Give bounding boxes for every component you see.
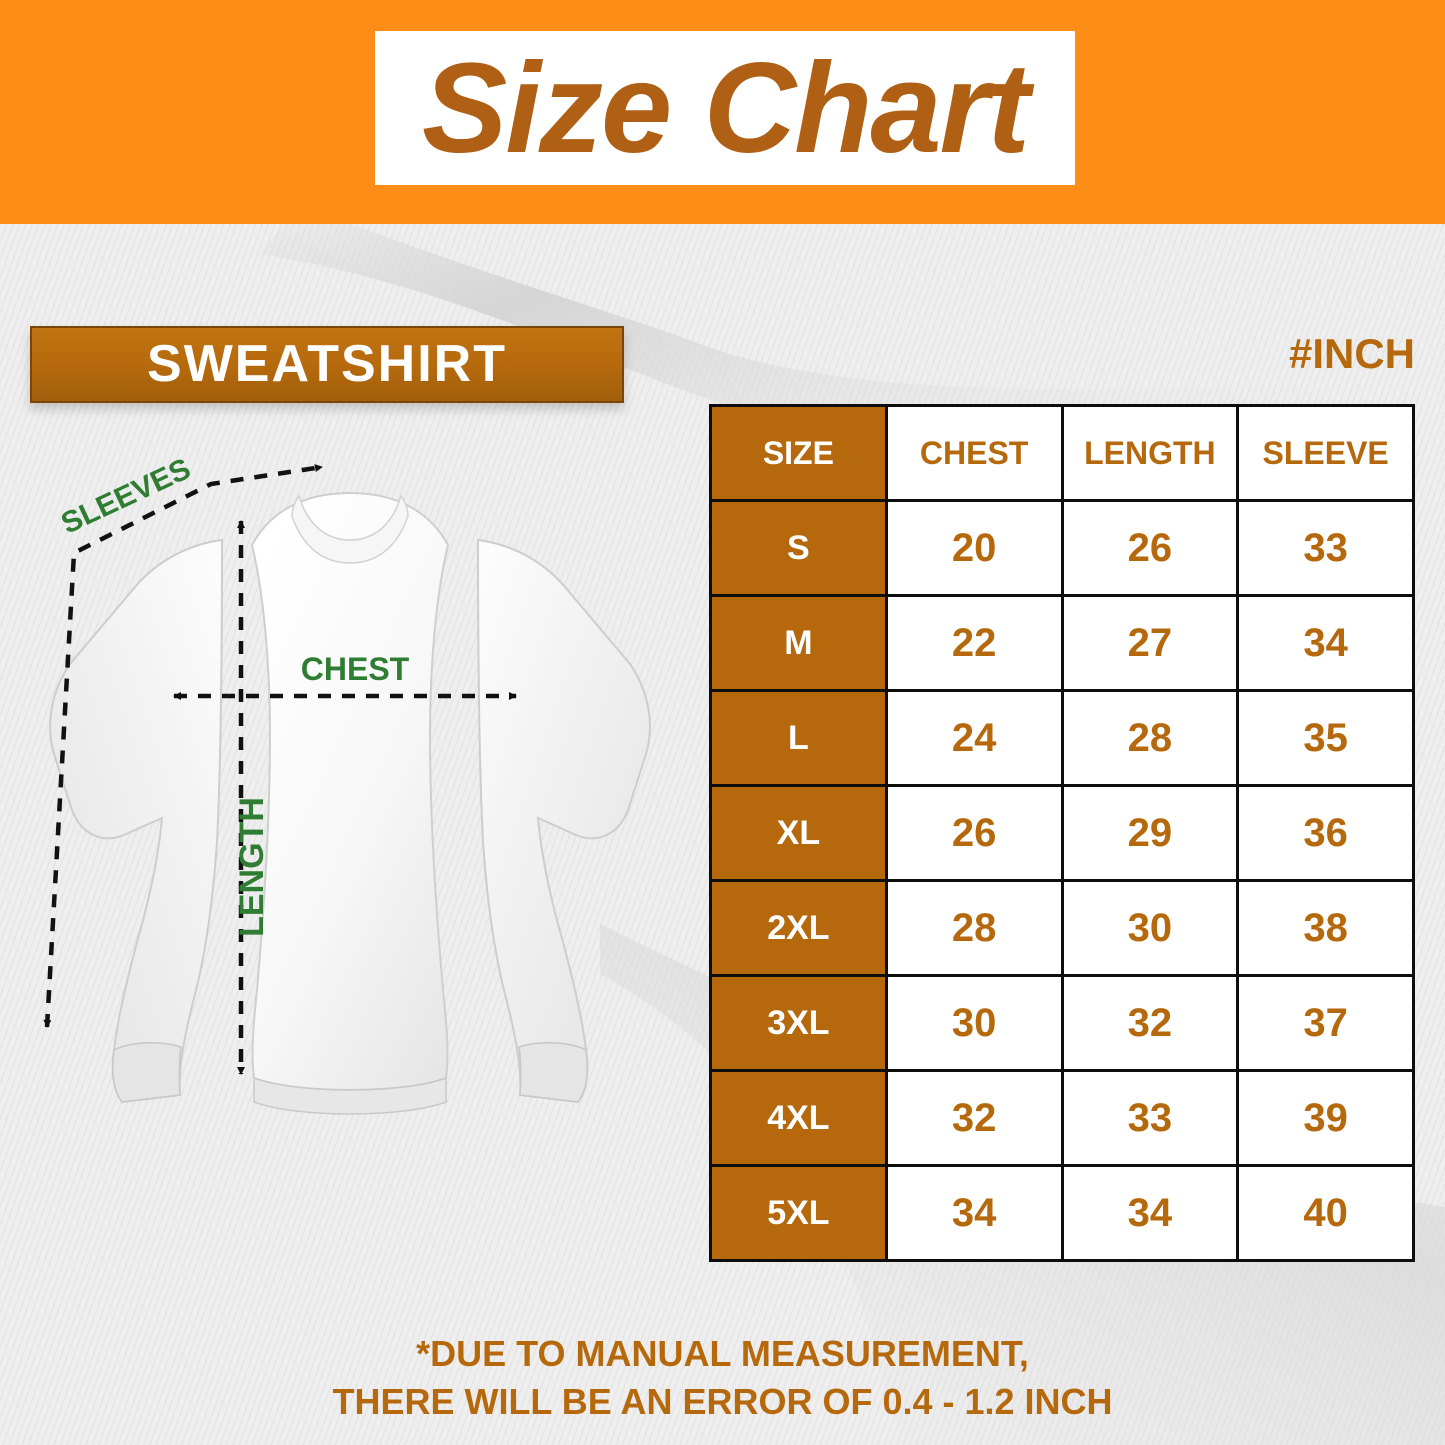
svg-text:Size Chart: Size Chart	[422, 37, 1034, 180]
svg-text:LENGTH: LENGTH	[233, 797, 271, 937]
svg-text:CHEST: CHEST	[301, 651, 410, 687]
